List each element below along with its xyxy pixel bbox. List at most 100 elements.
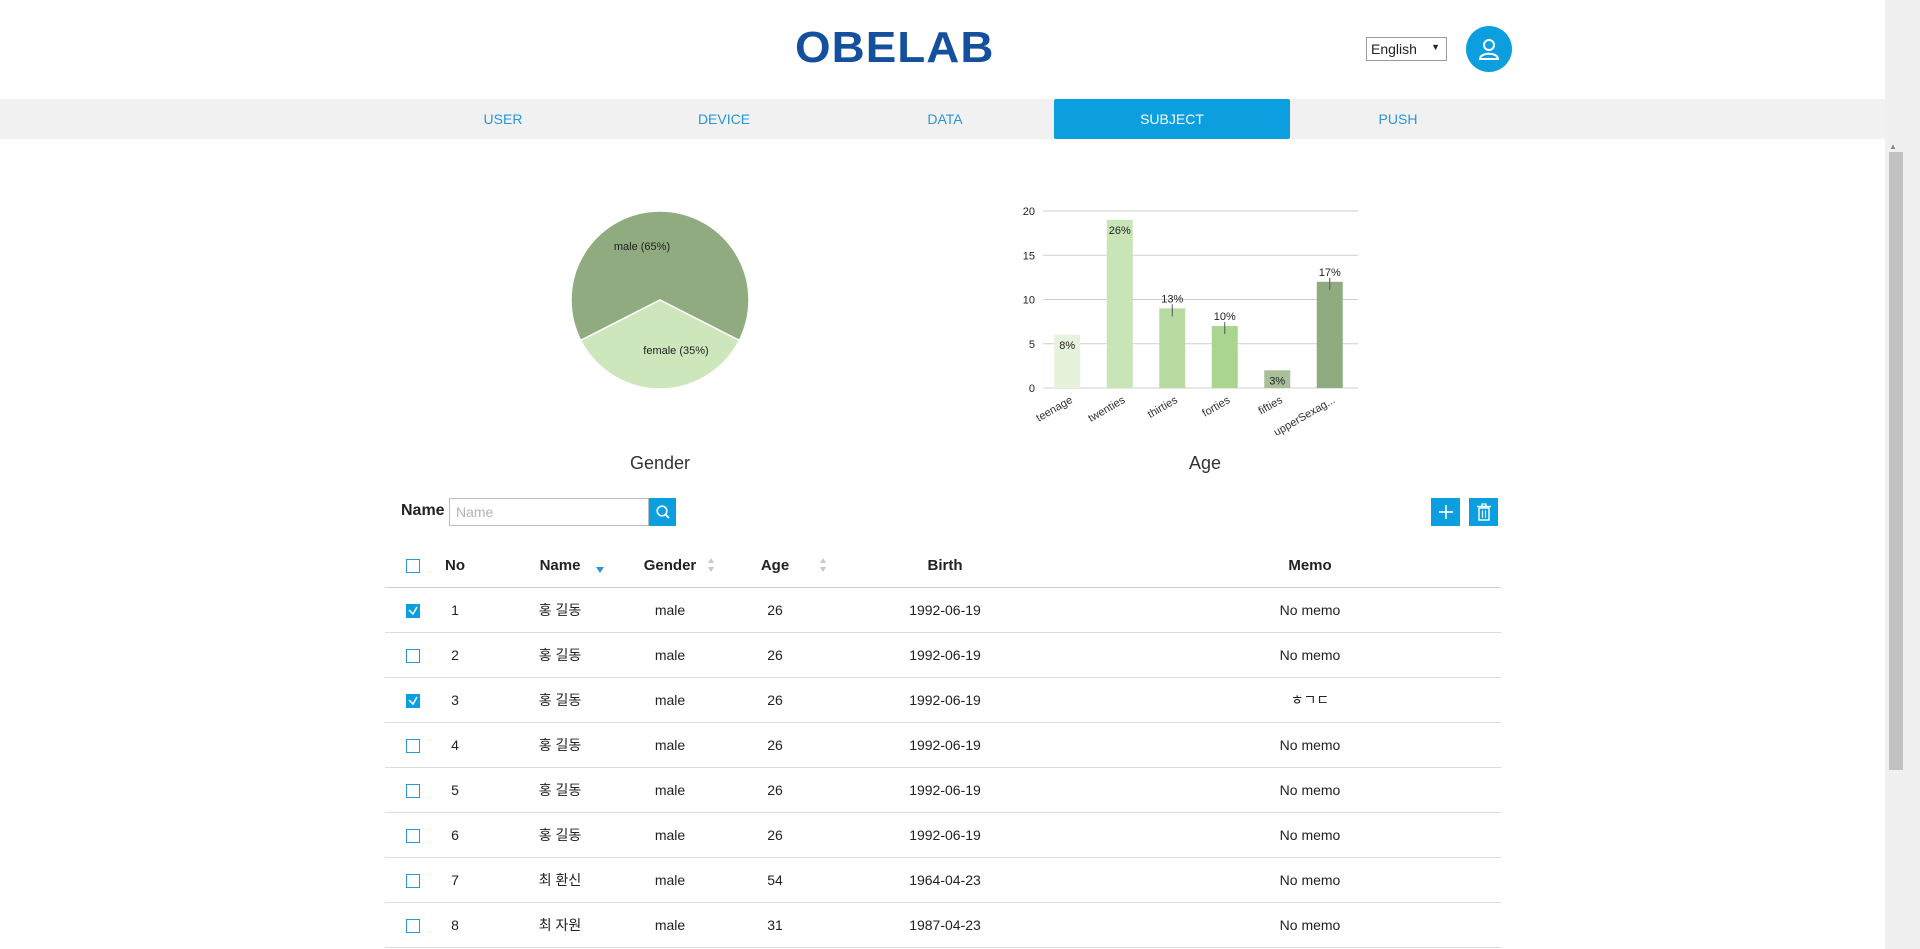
x-tick-label: teenage — [1034, 394, 1074, 424]
row-checkbox[interactable] — [406, 874, 420, 888]
tab-push[interactable]: PUSH — [1378, 111, 1418, 127]
table-row[interactable]: 8 최 자원 male 31 1987-04-23 No memo — [385, 903, 1501, 948]
bar-data-label: 13% — [1161, 293, 1183, 305]
row-birth: 1992-06-19 — [909, 782, 981, 798]
bar-data-label: 3% — [1269, 375, 1285, 387]
table-header-row: No Name Gender Age Birth Memo — [385, 543, 1501, 588]
row-name: 홍 길동 — [538, 602, 582, 618]
pie-slice-female[interactable] — [579, 299, 741, 390]
pie-slice-male[interactable] — [570, 210, 750, 342]
row-checkbox[interactable] — [406, 784, 420, 798]
dropdown-arrow-icon: ▼ — [1431, 42, 1440, 52]
bar-thirties[interactable] — [1159, 308, 1186, 388]
row-no: 7 — [451, 872, 459, 888]
search-icon — [655, 505, 670, 519]
age-chart-title: Age — [1188, 453, 1222, 473]
plus-icon — [1438, 505, 1453, 519]
sort-both-icon[interactable] — [706, 554, 716, 576]
bar-twenties[interactable] — [1106, 219, 1133, 388]
row-gender: male — [654, 692, 686, 708]
obelab-logo[interactable]: OBELAB — [795, 23, 995, 72]
row-birth: 1992-06-19 — [909, 737, 981, 753]
select-all-checkbox[interactable] — [406, 559, 420, 573]
user-avatar-button[interactable] — [1466, 26, 1512, 72]
row-gender: male — [654, 602, 686, 618]
row-birth: 1992-06-19 — [909, 602, 981, 618]
y-tick-label: 10 — [1023, 295, 1035, 307]
header-age[interactable]: Age — [760, 557, 790, 574]
trash-icon — [1476, 503, 1491, 521]
row-memo: No memo — [1279, 737, 1341, 753]
row-gender: male — [654, 827, 686, 843]
header-gender[interactable]: Gender — [643, 557, 697, 574]
row-age: 26 — [767, 737, 783, 753]
row-memo: No memo — [1279, 872, 1341, 888]
x-tick-label: twenties — [1086, 394, 1127, 425]
x-tick-label: fifties — [1257, 394, 1286, 417]
gender-chart-title: Gender — [629, 453, 691, 473]
bar-data-label: 26% — [1109, 225, 1131, 237]
bar-data-label: 17% — [1319, 267, 1341, 279]
header: OBELAB English ▼ — [0, 0, 1885, 99]
age-bar-chart: 0 5 10 15 20 8% teenage 26% twenties 13% thirties 1… — [1023, 206, 1358, 435]
header-name[interactable]: Name — [539, 557, 581, 574]
row-checkbox[interactable] — [406, 829, 420, 843]
tab-device[interactable]: DEVICE — [697, 111, 751, 127]
row-memo: ㅎㄱㄷ — [1290, 692, 1330, 708]
x-tick-label: thirties — [1146, 394, 1180, 421]
table-row[interactable]: 1 홍 길동 male 26 1992-06-19 No memo — [385, 588, 1501, 633]
gender-pie-chart: male (65%) female (35%) — [570, 210, 750, 390]
row-checkbox[interactable] — [406, 604, 420, 618]
header-no: No — [445, 557, 465, 574]
row-name: 홍 길동 — [538, 647, 582, 663]
name-search-input[interactable] — [449, 498, 649, 526]
search-label: Name — [401, 502, 445, 519]
row-no: 8 — [451, 917, 459, 933]
add-subject-button[interactable] — [1431, 498, 1460, 526]
row-age: 26 — [767, 602, 783, 618]
row-checkbox[interactable] — [406, 694, 420, 708]
bar-teenage[interactable] — [1054, 334, 1081, 388]
row-birth: 1992-06-19 — [909, 827, 981, 843]
row-no: 5 — [451, 782, 459, 798]
bar-fifties[interactable] — [1264, 370, 1291, 388]
sort-desc-icon[interactable] — [595, 554, 605, 576]
language-select[interactable]: English ▼ — [1366, 37, 1447, 61]
scroll-up-arrow-icon[interactable]: ▲ — [1889, 142, 1897, 151]
row-memo: No memo — [1279, 602, 1341, 618]
delete-subject-button[interactable] — [1469, 498, 1498, 526]
table-row[interactable]: 6 홍 길동 male 26 1992-06-19 No memo — [385, 813, 1501, 858]
header-memo: Memo — [1288, 557, 1332, 574]
row-memo: No memo — [1279, 647, 1341, 663]
row-age: 26 — [767, 692, 783, 708]
row-age: 54 — [767, 872, 783, 888]
main-nav: USER DEVICE DATA SUBJECT PUSH — [0, 99, 1885, 139]
table-row[interactable]: 7 최 환신 male 54 1964-04-23 No memo — [385, 858, 1501, 903]
row-no: 2 — [451, 647, 459, 663]
checkmark-icon — [408, 696, 418, 706]
language-value: English — [1371, 41, 1417, 57]
search-button[interactable] — [649, 498, 676, 526]
y-tick-label: 20 — [1023, 206, 1035, 218]
x-tick-label: forties — [1200, 394, 1232, 420]
tab-data[interactable]: DATA — [927, 111, 963, 127]
row-birth: 1992-06-19 — [909, 647, 981, 663]
row-no: 1 — [451, 602, 459, 618]
bar-data-label: 8% — [1059, 340, 1075, 352]
row-no: 6 — [451, 827, 459, 843]
tab-user[interactable]: USER — [483, 111, 523, 127]
scrollbar-thumb[interactable] — [1889, 152, 1903, 770]
table-row[interactable]: 3 홍 길동 male 26 1992-06-19 ㅎㄱㄷ — [385, 678, 1501, 723]
table-row[interactable]: 2 홍 길동 male 26 1992-06-19 No memo — [385, 633, 1501, 678]
table-row[interactable]: 5 홍 길동 male 26 1992-06-19 No memo — [385, 768, 1501, 813]
bar-forties[interactable] — [1211, 326, 1238, 388]
sort-both-icon[interactable] — [818, 554, 828, 576]
row-gender: male — [654, 917, 686, 933]
table-row[interactable]: 4 홍 길동 male 26 1992-06-19 No memo — [385, 723, 1501, 768]
tab-subject[interactable]: SUBJECT — [1054, 99, 1290, 139]
row-name: 홍 길동 — [538, 737, 582, 753]
bar-upperSexag...[interactable] — [1316, 281, 1343, 388]
row-checkbox[interactable] — [406, 919, 420, 933]
row-checkbox[interactable] — [406, 649, 420, 663]
row-checkbox[interactable] — [406, 739, 420, 753]
